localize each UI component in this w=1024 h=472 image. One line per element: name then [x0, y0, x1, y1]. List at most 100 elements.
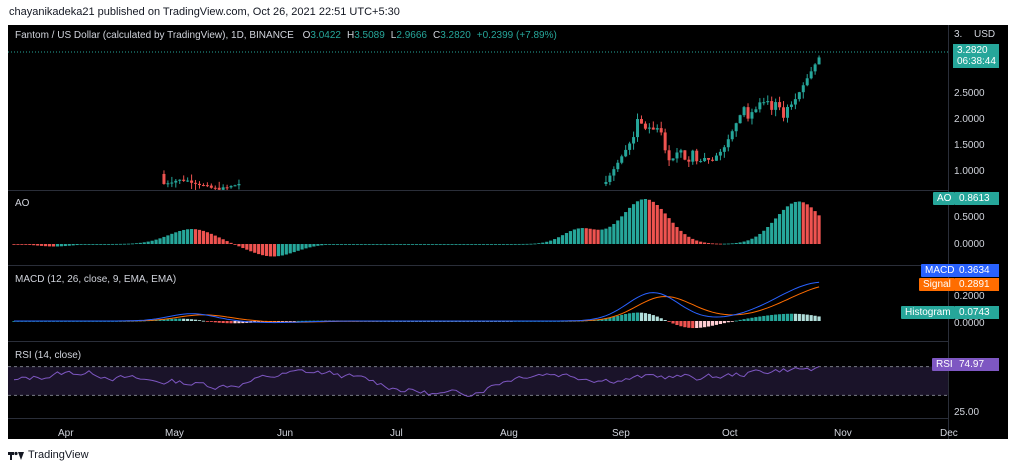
ao-bar — [635, 201, 640, 244]
ao-bar — [111, 243, 115, 245]
ao-bar — [253, 244, 257, 253]
ohlc-item: H3.5089 — [347, 30, 385, 41]
ao-bar — [474, 244, 478, 245]
macd-histogram-bar — [304, 320, 308, 322]
ao-bar — [118, 243, 123, 245]
ao-bar — [608, 226, 612, 244]
ao-bar — [355, 244, 359, 245]
ao-bar — [438, 244, 442, 245]
ao-bar — [20, 244, 24, 245]
ao-bar — [584, 228, 588, 244]
ao-bar — [300, 244, 304, 250]
candle-body — [691, 150, 695, 162]
ohlc-readout: O3.0422 H3.5089 L2.9666 C3.2820 +0.2399 (+7.… — [297, 30, 557, 41]
ao-bar — [55, 244, 60, 247]
macd-histogram-bar — [296, 320, 300, 322]
macd-histogram-bar — [718, 321, 722, 325]
macd-histogram-bar — [624, 314, 628, 321]
ao-bar — [588, 228, 592, 244]
ao-bar — [16, 244, 20, 245]
ao-bar — [229, 242, 233, 244]
macd-histogram-bar — [762, 315, 766, 321]
ao-bar — [695, 240, 699, 244]
candle-body — [182, 179, 186, 181]
macd-histogram-bar — [300, 320, 304, 322]
ao-bar — [237, 244, 241, 247]
ao-axis-tick: 0.5000 — [954, 212, 985, 223]
candle-body — [233, 185, 237, 187]
ao-bar — [620, 216, 624, 244]
macd-histogram-bar — [703, 321, 707, 328]
candle-body — [209, 185, 213, 188]
ao-bar — [809, 207, 813, 244]
ao-bar — [261, 244, 265, 256]
candle-body — [754, 109, 758, 113]
ao-bar — [363, 244, 367, 245]
macd-histogram-bar — [746, 318, 750, 321]
macd-histogram-bar — [730, 321, 734, 322]
ao-bar — [197, 229, 202, 244]
rsi-line — [13, 366, 820, 397]
macd-histogram-bar — [225, 321, 229, 324]
macd-histogram-bar — [257, 321, 261, 323]
macd-histogram-bar — [679, 321, 683, 327]
candle-body — [237, 183, 241, 186]
ohlc-value: +0.2399 (+7.89%) — [476, 30, 557, 41]
macd-histogram-bar — [600, 318, 604, 321]
candle-body — [651, 127, 655, 130]
ao-bar — [663, 213, 667, 244]
candle-body — [679, 150, 683, 153]
chart-frame[interactable]: Fantom / US Dollar (calculated by Tradin… — [8, 25, 1008, 439]
ohlc-key: O — [302, 30, 311, 41]
ao-bar — [276, 244, 281, 257]
price-axis-tick: 2.0000 — [954, 114, 985, 125]
histogram-label: Histogram — [901, 306, 955, 319]
candle-body — [166, 183, 170, 185]
ao-bar — [67, 244, 71, 246]
ao-bar — [268, 244, 273, 257]
price-axis-tick: 2.5000 — [954, 88, 985, 99]
macd-pane-title: MACD (12, 26, close, 9, EMA, EMA) — [15, 274, 177, 285]
macd-histogram-bar — [655, 316, 659, 321]
publish-attribution: chayanikadeka21 published on TradingView… — [9, 6, 400, 18]
ao-bar — [781, 209, 786, 244]
macd-label: MACD — [921, 264, 959, 277]
candle-body — [636, 119, 640, 138]
ao-bar — [87, 244, 91, 245]
candle-body — [734, 123, 738, 132]
ao-bar — [462, 244, 466, 245]
ao-bar — [442, 244, 446, 245]
macd-histogram-bar — [663, 320, 667, 321]
candle-body — [213, 187, 217, 189]
candle-body — [671, 158, 675, 161]
footer-brand[interactable]: TradingView — [8, 449, 89, 461]
candle-body — [221, 187, 225, 190]
macd-histogram-bar — [280, 321, 284, 322]
macd-histogram-bar — [193, 319, 198, 321]
candle-body — [628, 143, 632, 150]
pane-separator — [8, 190, 948, 191]
macd-histogram-bar — [213, 321, 217, 323]
chart-canvas[interactable] — [8, 25, 1008, 439]
candle-body — [789, 104, 793, 107]
ao-label: AO — [933, 192, 956, 205]
ao-bar — [28, 244, 32, 245]
macd-axis-tick: 0.2000 — [954, 291, 985, 302]
ao-bar — [426, 244, 430, 245]
ao-bar — [718, 243, 722, 245]
ao-bar — [79, 244, 83, 245]
ao-bar — [513, 243, 517, 245]
ao-bar — [150, 240, 154, 244]
symbol-description: Fantom / US Dollar (calculated by Tradin… — [15, 30, 294, 41]
ao-bar — [146, 241, 150, 244]
macd-histogram-bar — [217, 321, 221, 323]
ohlc-value: 2.9666 — [396, 30, 427, 41]
candle-body — [675, 152, 679, 159]
candle-body — [774, 102, 778, 110]
ao-bar — [517, 243, 521, 245]
macd-histogram-bar — [197, 320, 202, 321]
ao-bar — [304, 244, 308, 249]
ao-bar — [679, 230, 683, 244]
candle-body — [174, 180, 178, 183]
macd-histogram-bar — [174, 318, 178, 321]
